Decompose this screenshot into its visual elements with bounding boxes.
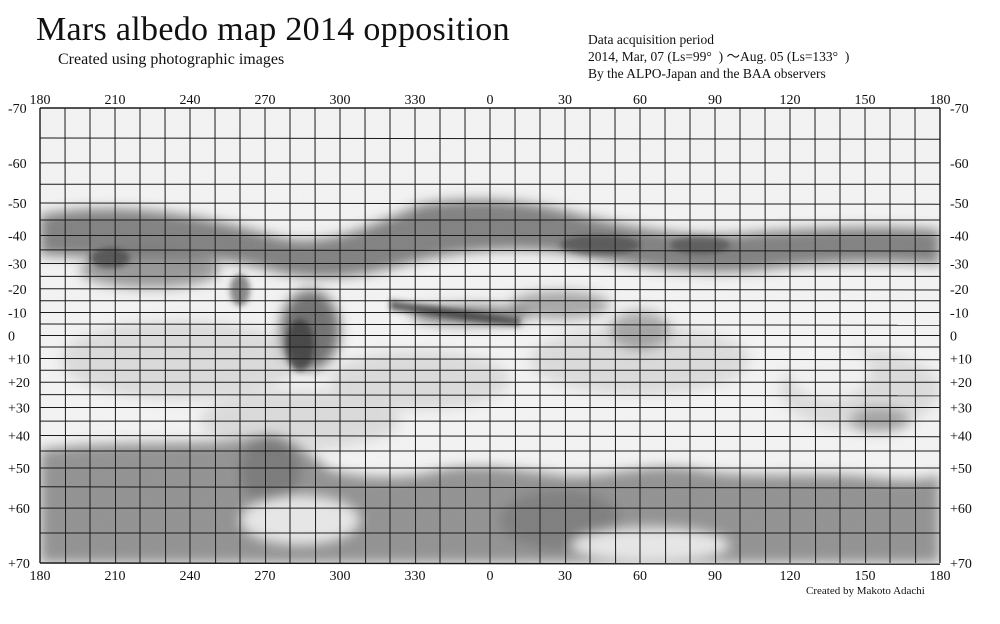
latitude-label: -40 [8, 229, 27, 244]
latitude-label: -70 [950, 102, 969, 117]
latitude-label: +20 [950, 376, 972, 391]
longitude-label: 300 [330, 93, 351, 108]
longitude-label: 300 [330, 569, 351, 584]
latitude-label: +40 [950, 430, 972, 445]
latitude-label: -60 [950, 157, 969, 172]
latitude-label: +50 [8, 462, 30, 477]
parallel-line [39, 288, 941, 291]
parallel-line [39, 137, 941, 140]
latitude-label: -50 [8, 197, 27, 212]
longitude-label: 240 [180, 569, 201, 584]
longitude-label: 0 [487, 93, 494, 108]
longitude-label: 240 [180, 93, 201, 108]
info-period-label: Data acquisition period [588, 32, 714, 47]
latitude-label: +10 [950, 352, 972, 367]
latitude-labels-right: -70 -60 -50 -40 -30 -20 -10 0 +10 +20 +30 +40 +50 +60… [950, 102, 972, 572]
latitude-label: -20 [8, 283, 27, 298]
latitude-label: -10 [950, 307, 969, 322]
latitude-label: -20 [950, 283, 969, 298]
longitude-label: 30 [558, 93, 572, 108]
longitude-label: 120 [780, 569, 801, 584]
longitude-label: 330 [405, 569, 426, 584]
longitude-label: 150 [855, 93, 876, 108]
longitude-label: 0 [487, 569, 494, 584]
longitude-label: 330 [405, 93, 426, 108]
parallel-line [39, 435, 941, 438]
longitude-label: 180 [30, 569, 51, 584]
longitude-labels-top: 180 210 240 270 300 330 0 30 60 90 120 150 180 [30, 93, 951, 108]
latitude-label: +70 [8, 557, 30, 572]
latitude-label: -40 [950, 229, 969, 244]
latitude-label: +40 [8, 430, 30, 445]
latitude-label: 0 [8, 330, 15, 345]
page-title: Mars albedo map 2014 opposition [36, 11, 510, 48]
latitude-label: +30 [950, 402, 972, 417]
page-subtitle: Created using photographic images [58, 51, 285, 68]
author-credit: Created by Makoto Adachi [806, 585, 925, 597]
longitude-label: 270 [255, 569, 276, 584]
latitude-label: -10 [8, 307, 27, 322]
latitude-label: +50 [950, 462, 972, 477]
latitude-label: +10 [8, 352, 30, 367]
parallel-line [39, 323, 941, 326]
parallel-line [39, 202, 941, 205]
latitude-labels-left: -70 -60 -50 -40 -30 -20 -10 0 +10 +20 +30 +40 +50 +60… [8, 102, 30, 572]
longitude-labels-bottom: 180 210 240 270 300 330 0 30 60 90 120 150 180 [30, 569, 951, 584]
latitude-label: +60 [950, 502, 972, 517]
latitude-label: +30 [8, 402, 30, 417]
longitude-label: 120 [780, 93, 801, 108]
latitude-label: +70 [950, 557, 972, 572]
longitude-label: 150 [855, 569, 876, 584]
longitude-label: 210 [105, 569, 126, 584]
parallel-line [39, 394, 941, 397]
parallel-line [39, 249, 941, 252]
longitude-label: 180 [30, 93, 51, 108]
longitude-label: 60 [633, 569, 647, 584]
parallel-line [39, 562, 941, 565]
latitude-label: -30 [950, 257, 969, 272]
latitude-label: -70 [8, 102, 27, 117]
latitude-label: +20 [8, 376, 30, 391]
longitude-label: 210 [105, 93, 126, 108]
data-info-block: Data acquisition period 2014, Mar, 07 (L… [588, 31, 849, 82]
latitude-label: +60 [8, 502, 30, 517]
longitude-label: 30 [558, 569, 572, 584]
parallel-line [39, 486, 941, 489]
info-period-dates: 2014, Mar, 07 (Ls=99° ) 〜Aug. 05 (Ls=133… [588, 49, 850, 64]
latitude-label: -60 [8, 157, 27, 172]
longitude-label: 60 [633, 93, 647, 108]
longitude-label: 180 [930, 569, 951, 584]
latitude-label: -30 [8, 257, 27, 272]
map-grid [39, 107, 941, 565]
longitude-label: 90 [708, 93, 722, 108]
latitude-label: -50 [950, 197, 969, 212]
longitude-label: 270 [255, 93, 276, 108]
longitude-label: 180 [930, 93, 951, 108]
latitude-label: 0 [950, 330, 957, 345]
info-observers: By the ALPO-Japan and the BAA observers [588, 66, 826, 81]
longitude-label: 90 [708, 569, 722, 584]
parallel-line [39, 357, 941, 361]
